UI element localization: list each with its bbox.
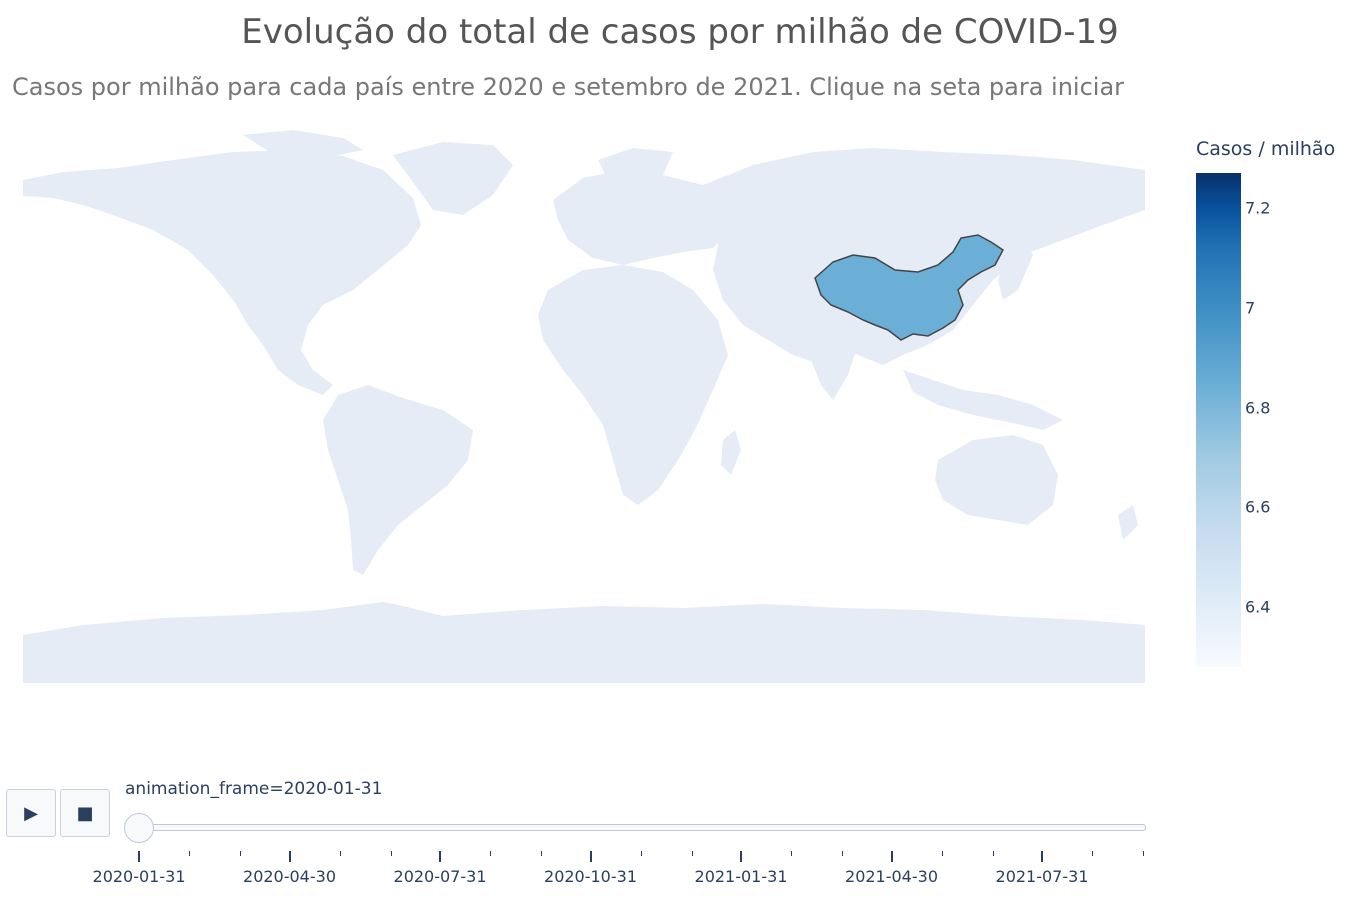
chart-subtitle: Casos por milhão para cada país entre 20… [12,73,1125,101]
new-zealand [1118,505,1138,540]
slider-tick-minor [842,851,843,856]
slider-tick-minor [240,851,241,856]
colorbar-title: Casos / milhão [1196,138,1336,160]
land-masses [23,130,1145,683]
antarctica [23,602,1145,683]
slider-tick-label[interactable]: 2021-04-30 [845,867,938,886]
world-map[interactable] [23,130,1145,683]
southeast-asia [903,370,1063,430]
slider-tick-minor [1143,851,1144,856]
slider-tick-label[interactable]: 2021-07-31 [995,867,1089,886]
slider-tick-minor [1092,851,1093,856]
slider-tick-major [439,851,441,862]
play-button[interactable]: ▶ [6,789,56,837]
slider-tick-minor [339,851,341,856]
colorbar-tick-label: 7 [1245,298,1256,318]
world-map-svg [23,130,1145,683]
slider-tick-minor [992,851,994,856]
slider-tick-minor [791,851,792,856]
scandinavia [598,148,673,185]
play-icon: ▶ [24,802,38,824]
colorbar [1196,173,1241,667]
slider-tick-label[interactable]: 2020-01-31 [92,867,186,886]
slider-tick-minor [390,851,392,856]
slider-tick-label[interactable]: 2020-07-31 [393,867,487,886]
north-america [23,150,421,395]
europe [553,170,753,265]
slider-tick-major [589,851,592,862]
south-america [323,385,473,575]
stop-button[interactable]: ■ [60,789,110,837]
animation-frame-label: animation_frame=2020-01-31 [125,779,383,799]
greenland [393,142,513,215]
slider-tick-minor [691,851,693,856]
japan [998,240,1033,300]
slider-tick-label[interactable]: 2020-10-31 [544,867,637,886]
slider-tick-minor [490,851,491,856]
colorbar-tick-label: 7.2 [1245,198,1271,218]
slider-tick-major [138,851,140,862]
slider-tick-major [740,851,742,862]
colorbar-tick-label: 6.6 [1245,497,1271,517]
africa [538,265,728,505]
colorbar-tick-label: 6.8 [1245,398,1271,418]
slider-tick-label[interactable]: 2021-01-31 [694,867,788,886]
chart-title: Evolução do total de casos por milhão de… [241,12,1119,52]
slider-tick-major [288,851,291,862]
slider-tick-major [1041,851,1043,862]
slider-tick-minor [541,851,542,856]
arctic-islands [243,130,363,158]
slider-tick-label[interactable]: 2020-04-30 [243,867,336,886]
slider-grip[interactable] [124,813,154,843]
madagascar [721,430,741,475]
stop-icon: ■ [76,802,94,824]
slider-tick-minor [941,851,943,856]
slider-track[interactable] [139,824,1146,831]
india [803,325,858,400]
country-china[interactable] [814,234,1004,341]
slider-tick-major [890,851,893,862]
australia [935,435,1058,525]
colorbar-tick-label: 6.4 [1245,597,1271,617]
slider-tick-minor [640,851,642,856]
slider-tick-minor [189,851,190,856]
asia [703,148,1145,365]
